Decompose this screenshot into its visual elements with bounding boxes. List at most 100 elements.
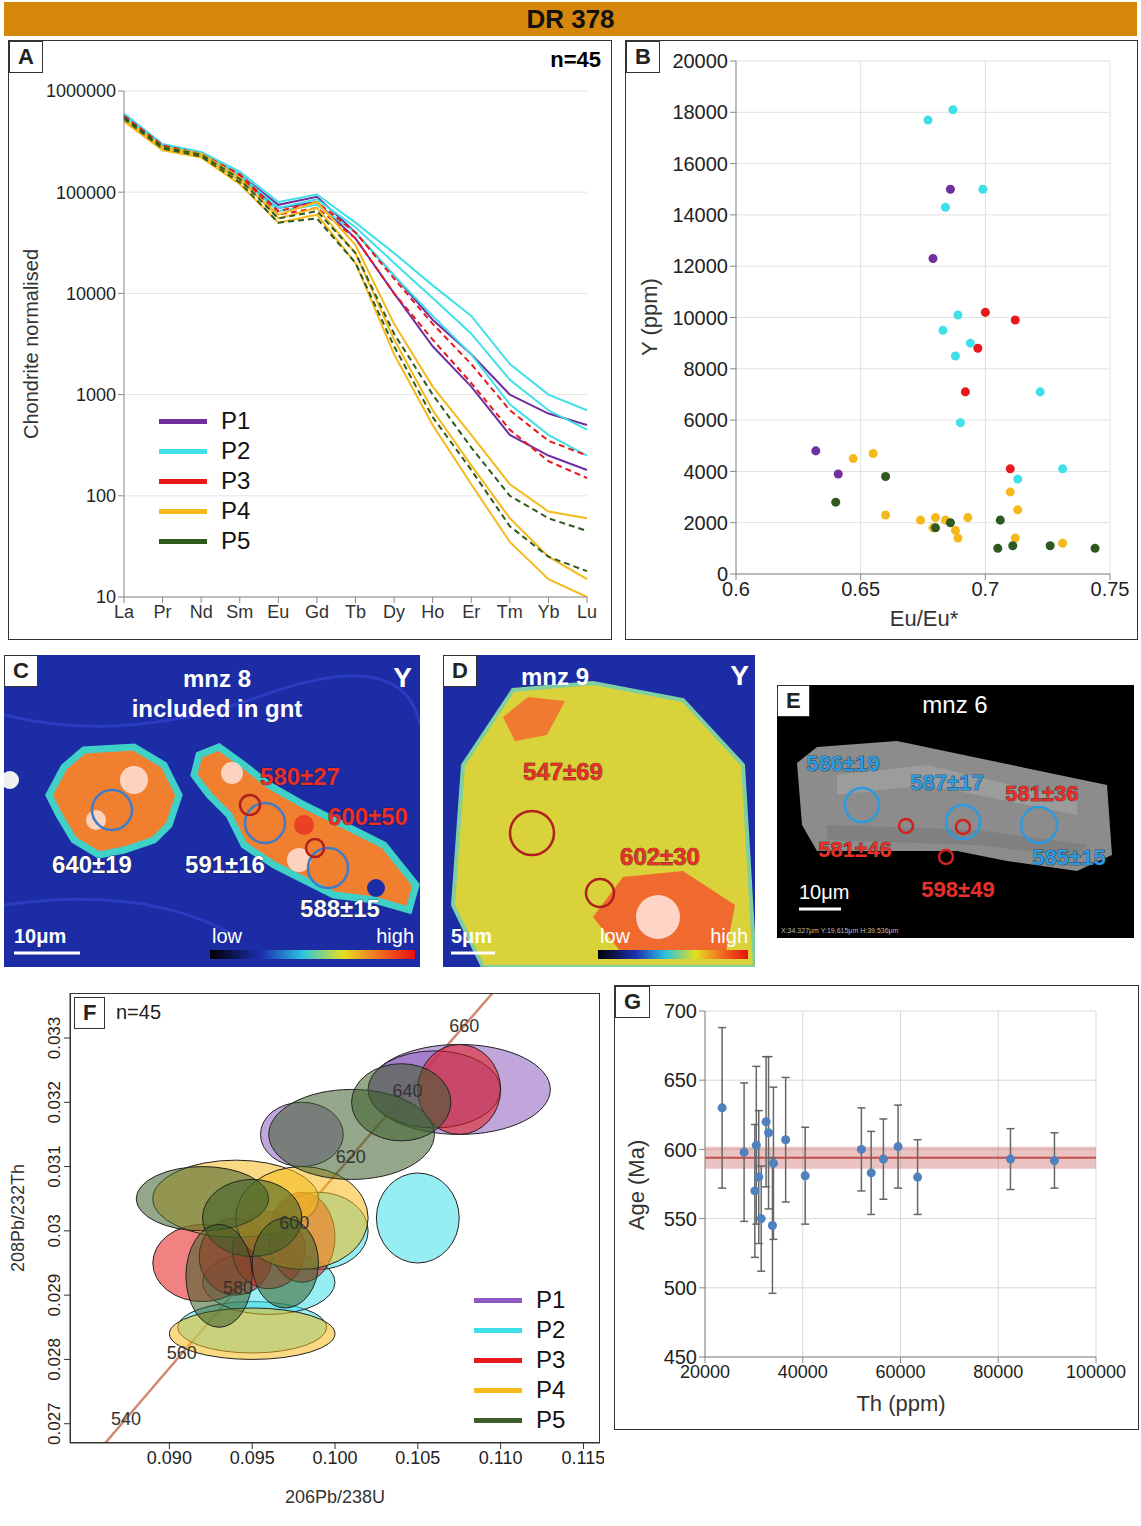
svg-text:0.100: 0.100 xyxy=(312,1448,357,1468)
html-text:P2: P2 xyxy=(221,437,251,464)
svg-text:547±69: 547±69 xyxy=(523,758,603,785)
svg-text:Lu: Lu xyxy=(577,602,597,622)
svg-text:0.105: 0.105 xyxy=(395,1448,440,1468)
svg-text:10: 10 xyxy=(96,587,116,607)
svg-text:6000: 6000 xyxy=(684,409,729,431)
svg-text:Yb: Yb xyxy=(537,602,559,622)
svg-text:585±15: 585±15 xyxy=(1032,845,1105,870)
svg-text:0.03: 0.03 xyxy=(45,1214,64,1247)
svg-text:5μm: 5μm xyxy=(451,925,492,947)
svg-text:10μm: 10μm xyxy=(799,881,849,903)
svg-text:640: 640 xyxy=(392,1081,422,1101)
svg-text:650: 650 xyxy=(664,1069,697,1091)
svg-text:14000: 14000 xyxy=(672,204,728,226)
html-text:P2: P2 xyxy=(536,1316,566,1343)
svg-text:4000: 4000 xyxy=(684,461,729,483)
svg-text:602±30: 602±30 xyxy=(620,843,700,870)
svg-text:Dy: Dy xyxy=(383,602,405,622)
svg-text:0.090: 0.090 xyxy=(147,1448,192,1468)
svg-text:Ho: Ho xyxy=(421,602,444,622)
svg-text:Y: Y xyxy=(730,660,749,691)
svg-text:660: 660 xyxy=(449,1016,479,1036)
html-text:P3: P3 xyxy=(221,467,251,494)
svg-text:8000: 8000 xyxy=(684,358,729,380)
svg-text:20000: 20000 xyxy=(672,50,728,72)
html-text:DR 378: DR 378 xyxy=(526,4,615,34)
svg-text:598±49: 598±49 xyxy=(921,877,994,902)
svg-text:500: 500 xyxy=(664,1277,697,1299)
svg-text:16000: 16000 xyxy=(672,153,728,175)
svg-text:Nd: Nd xyxy=(190,602,213,622)
svg-text:100000: 100000 xyxy=(56,183,116,203)
svg-text:0.031: 0.031 xyxy=(45,1145,64,1188)
html-text:P4: P4 xyxy=(221,497,251,524)
svg-text:600±50: 600±50 xyxy=(328,803,408,830)
svg-text:0.032: 0.032 xyxy=(45,1081,64,1124)
svg-text:60000: 60000 xyxy=(875,1362,925,1382)
svg-text:Er: Er xyxy=(462,602,480,622)
svg-text:591±16: 591±16 xyxy=(185,851,265,878)
svg-text:600: 600 xyxy=(664,1139,697,1161)
svg-text:581±46: 581±46 xyxy=(818,837,891,862)
svg-text:low: low xyxy=(212,925,243,947)
svg-text:Tm: Tm xyxy=(497,602,523,622)
svg-text:0: 0 xyxy=(717,563,728,585)
svg-text:100000: 100000 xyxy=(1066,1362,1126,1382)
svg-text:640±19: 640±19 xyxy=(52,851,132,878)
svg-text:0.033: 0.033 xyxy=(45,1017,64,1060)
svg-text:40000: 40000 xyxy=(778,1362,828,1382)
svg-text:1000: 1000 xyxy=(76,385,116,405)
svg-text:0.75: 0.75 xyxy=(1091,578,1130,600)
html-text:P3: P3 xyxy=(536,1346,566,1373)
svg-text:mnz 6: mnz 6 xyxy=(922,691,987,718)
svg-text:700: 700 xyxy=(664,1000,697,1022)
svg-text:0.095: 0.095 xyxy=(230,1448,275,1468)
svg-text:12000: 12000 xyxy=(672,255,728,277)
svg-text:mnz 8: mnz 8 xyxy=(183,665,251,692)
svg-text:18000: 18000 xyxy=(672,101,728,123)
svg-text:580±27: 580±27 xyxy=(260,763,340,790)
svg-text:Sm: Sm xyxy=(226,602,253,622)
svg-text:La: La xyxy=(114,602,135,622)
svg-text:low: low xyxy=(600,925,631,947)
svg-text:0.65: 0.65 xyxy=(841,578,880,600)
svg-text:560: 560 xyxy=(167,1343,197,1363)
svg-text:2000: 2000 xyxy=(684,512,729,534)
svg-text:540: 540 xyxy=(111,1409,141,1429)
svg-text:600: 600 xyxy=(279,1213,309,1233)
svg-text:80000: 80000 xyxy=(973,1362,1023,1382)
svg-text:included in gnt: included in gnt xyxy=(132,695,303,722)
svg-text:Pr: Pr xyxy=(154,602,172,622)
svg-text:mnz 9: mnz 9 xyxy=(521,663,589,690)
svg-text:0.028: 0.028 xyxy=(45,1338,64,1381)
svg-text:Gd: Gd xyxy=(305,602,329,622)
svg-text:581±36: 581±36 xyxy=(1005,781,1078,806)
svg-text:0.7: 0.7 xyxy=(971,578,999,600)
svg-text:620: 620 xyxy=(336,1147,366,1167)
html-text:P1: P1 xyxy=(536,1286,566,1313)
html-text:P1: P1 xyxy=(221,407,251,434)
svg-text:587±17: 587±17 xyxy=(910,770,983,795)
svg-text:550: 550 xyxy=(664,1208,697,1230)
svg-text:100: 100 xyxy=(86,486,116,506)
svg-text:10μm: 10μm xyxy=(14,925,66,947)
svg-text:0.110: 0.110 xyxy=(479,1448,523,1468)
html-text:P4: P4 xyxy=(536,1376,566,1403)
svg-text:1000000: 1000000 xyxy=(46,81,116,101)
svg-text:0.029: 0.029 xyxy=(45,1274,64,1317)
svg-text:10000: 10000 xyxy=(66,284,116,304)
html-text:P5: P5 xyxy=(221,527,251,554)
svg-text:high: high xyxy=(376,925,414,947)
svg-text:high: high xyxy=(710,925,748,947)
svg-text:Y: Y xyxy=(393,662,412,693)
svg-text:588±15: 588±15 xyxy=(300,895,380,922)
svg-text:10000: 10000 xyxy=(672,307,728,329)
svg-text:Tb: Tb xyxy=(345,602,366,622)
svg-text:0.115: 0.115 xyxy=(562,1448,604,1468)
svg-text:580: 580 xyxy=(223,1278,253,1298)
svg-text:450: 450 xyxy=(664,1346,697,1368)
svg-text:586±19: 586±19 xyxy=(806,751,879,776)
svg-text:Eu: Eu xyxy=(267,602,289,622)
svg-text:0.027: 0.027 xyxy=(45,1402,64,1445)
svg-text:X:34.327μm Y:19.615μm H:39: X:34.327μm Y:19.615μm H:39.536μm xyxy=(781,927,899,935)
